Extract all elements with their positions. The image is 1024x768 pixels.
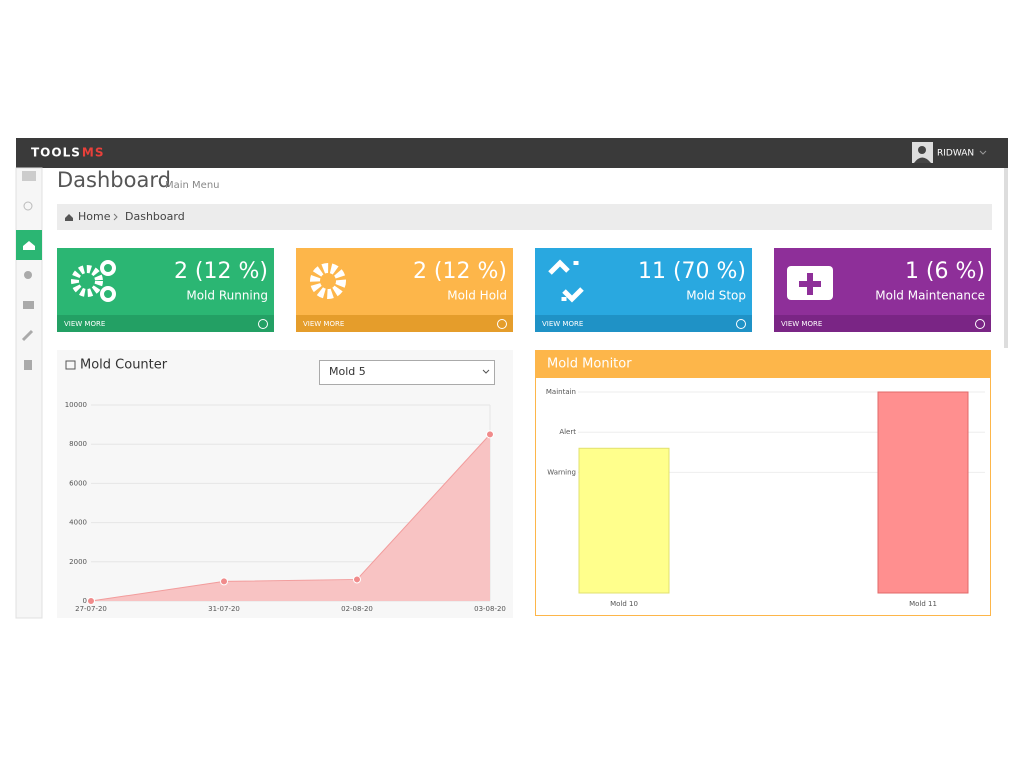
panel-title: Mold Monitor [547,357,632,372]
gear-icon [71,265,103,297]
avatar-head [918,146,926,154]
gear-icon [310,263,346,299]
bar [578,447,670,594]
stat-value: 11 (70 %) [638,259,746,284]
data-point [486,430,494,439]
stat-cards: 2 (12 %) Mold Running VIEW MORE 2 (12 %) Mol… [57,248,991,332]
monitor-header [535,350,991,377]
y-tick-label: 8000 [69,440,87,448]
stat-footer[interactable] [535,315,752,332]
view-more-icon[interactable] [975,319,985,329]
data-point [87,597,95,605]
y-tick-label: 2000 [69,558,87,566]
x-tick-label: 03-08-20 [474,605,506,613]
y-tick-label: 0 [83,597,87,605]
brand-accent[interactable]: MS [82,146,105,160]
y-tick-label: 6000 [69,479,87,487]
home-icon [23,241,35,250]
stat-label: Mold Stop [686,289,746,303]
user-caret[interactable] [979,150,987,155]
breadcrumb-home-icon [65,214,73,221]
scrollbar [1004,168,1008,348]
gear-icon [100,260,116,276]
breadcrumb-item: Dashboard [125,210,185,223]
view-more[interactable]: VIEW MORE [781,320,822,328]
x-tick-label: Mold 11 [909,600,937,608]
x-tick-label: Mold 10 [610,600,638,608]
medkit-cross [799,273,821,295]
view-more[interactable]: VIEW MORE [542,320,583,328]
stat-value: 2 (12 %) [174,259,268,284]
view-more-icon[interactable] [258,319,268,329]
view-more-icon[interactable] [736,319,746,329]
view-more-icon[interactable] [497,319,507,329]
gear-icon [100,286,116,302]
wrench-icon[interactable] [21,329,34,342]
stat-value: 1 (6 %) [905,259,985,284]
area-line [90,434,491,602]
stat-value: 2 (12 %) [413,259,507,284]
bar [877,391,969,594]
user-name[interactable]: RIDWAN [937,149,974,159]
panel-title: Mold Counter [80,358,168,373]
stat-label: Mold Maintenance [875,289,985,303]
view-more[interactable]: VIEW MORE [64,320,105,328]
counter-chart: 0 2000 4000 6000 8000 10000 27-07-20 31-07-20 02… [65,401,506,613]
x-tick-label: 27-07-20 [75,605,107,613]
view-more[interactable]: VIEW MORE [303,320,344,328]
y-tick-label: 10000 [65,401,87,409]
gears-icon[interactable] [24,271,32,279]
mold-select[interactable] [319,360,495,385]
x-tick-label: 31-07-20 [208,605,240,613]
x-tick-label: 02-08-20 [341,605,373,613]
navbar [16,138,1008,168]
select-caret[interactable] [482,369,490,374]
page-title: Dashboard [57,168,171,192]
broken-link-icon [548,259,584,303]
page-subtitle: Main Menu [165,180,220,191]
file-icon[interactable] [24,360,32,370]
stat-footer[interactable] [296,315,513,332]
area-fill [91,434,490,601]
menu-toggle[interactable] [22,171,36,181]
monitor-chart: Warning Alert Maintain Mold 10 Mold 11 [546,388,985,608]
avatar-body [914,157,931,163]
y-tick-label: Warning [547,468,576,476]
breadcrumb-sep [113,213,118,221]
y-tick-label: 4000 [69,519,87,527]
stat-footer[interactable] [57,315,274,332]
brand[interactable]: TOOLS [31,146,81,160]
select-value[interactable]: Mold 5 [329,365,366,378]
search-icon[interactable] [23,201,33,211]
stat-label: Mold Running [186,289,268,303]
y-tick-label: Maintain [546,388,576,396]
stat-footer[interactable] [774,315,991,332]
stat-label: Mold Hold [447,289,507,303]
data-point [353,575,361,584]
chart-icon [65,360,76,370]
breadcrumb [57,204,992,230]
breadcrumb-item[interactable]: Home [78,210,111,223]
y-tick-label: Alert [559,428,576,436]
data-point [220,577,228,586]
kit-icon[interactable] [23,301,34,309]
